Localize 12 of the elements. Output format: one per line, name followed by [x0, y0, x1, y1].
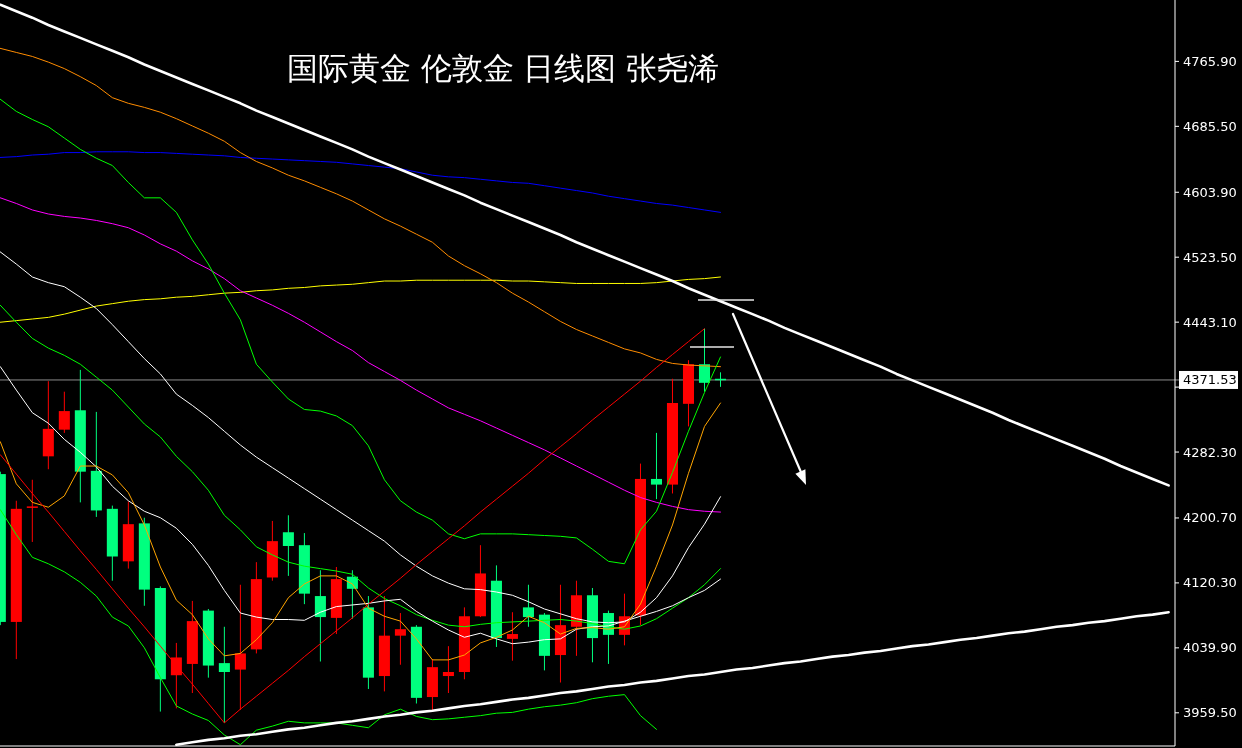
y-tick-label: 4120.30 — [1183, 575, 1237, 591]
y-tick-label: 4523.50 — [1183, 249, 1237, 265]
y-tick-label: 4685.50 — [1183, 118, 1237, 134]
y-tick-label: 3959.50 — [1183, 705, 1237, 721]
y-tick-label: 4603.90 — [1183, 184, 1237, 200]
y-tick-label: 4765.90 — [1183, 53, 1237, 69]
y-tick-label: 4039.90 — [1183, 640, 1237, 656]
y-tick-label: 4282.30 — [1183, 444, 1237, 460]
y-tick-label: 4443.10 — [1183, 314, 1237, 330]
ref-line-label: 4371.53 — [1183, 372, 1237, 388]
title: 国际黄金 伦敦金 日线图 张尧浠 — [286, 50, 720, 86]
y-tick-label: 4200.70 — [1183, 510, 1237, 526]
